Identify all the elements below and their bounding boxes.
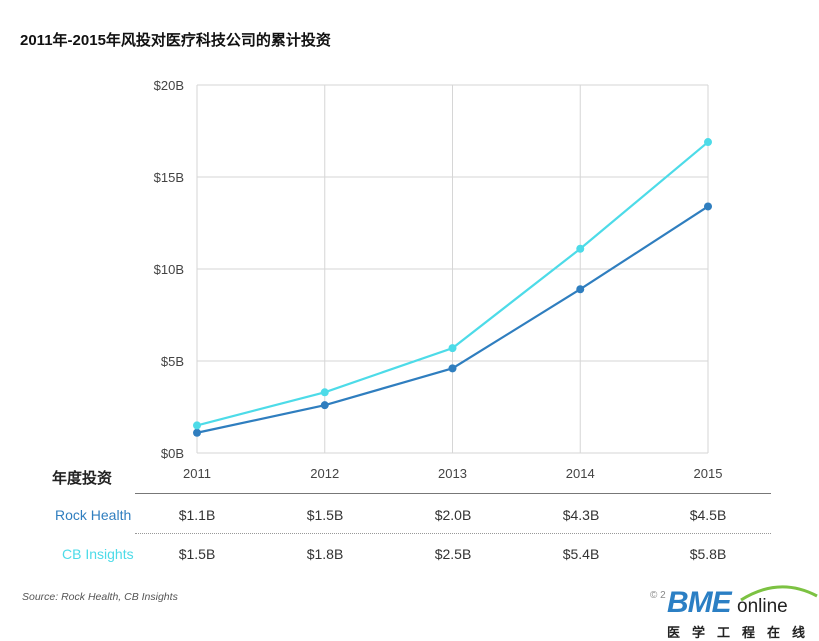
x-tick-label: 2011 <box>183 466 211 481</box>
copyright-text: © 2 <box>650 590 666 601</box>
table-row-divider <box>135 533 771 534</box>
data-point-cb-insights <box>448 344 457 353</box>
logo-arc-icon <box>740 585 818 602</box>
table-cell: $1.1B <box>178 507 216 523</box>
table-cell: $4.3B <box>562 507 600 523</box>
data-point-cb-insights <box>320 388 329 397</box>
data-point-rock-health <box>704 202 712 211</box>
table-cell: $2.0B <box>434 507 472 523</box>
table-cell: $4.5B <box>689 507 727 523</box>
source-note: Source: Rock Health, CB Insights <box>22 591 178 603</box>
bme-online-logo: BME online 医学工程在线 <box>667 585 818 640</box>
data-point-rock-health <box>320 401 329 410</box>
table-cell: $5.8B <box>689 546 727 562</box>
table-cell: $5.4B <box>562 546 600 562</box>
row-label-rock-health: Rock Health <box>55 507 132 523</box>
chart-title: 2011年-2015年风投对医疗科技公司的累计投资 <box>20 32 331 49</box>
x-tick-label: 2014 <box>566 466 595 481</box>
y-tick-label: $0B <box>161 446 184 461</box>
data-point-cb-insights <box>704 138 712 147</box>
data-point-rock-health <box>576 285 585 294</box>
table-header: 年度投资 <box>52 470 113 487</box>
data-point-rock-health <box>193 428 201 437</box>
row-label-cb-insights: CB Insights <box>62 546 134 562</box>
logo-sub-text: online <box>737 596 788 617</box>
table-cell: $1.5B <box>178 546 216 562</box>
table-cell: $1.5B <box>306 507 344 523</box>
y-tick-label: $15B <box>154 170 184 185</box>
logo-cn-text: 医学工程在线 <box>667 625 818 640</box>
y-tick-label: $20B <box>154 78 184 93</box>
data-point-cb-insights <box>193 421 201 430</box>
data-point-cb-insights <box>576 244 585 253</box>
y-tick-label: $10B <box>154 262 184 277</box>
x-tick-label: 2013 <box>438 466 467 481</box>
table-divider <box>135 493 771 494</box>
y-tick-label: $5B <box>161 354 184 369</box>
line-chart: $0B $5B $10B $15B $20B 2011 2012 2013 2014 2015 <box>154 78 723 481</box>
logo-main-text: BME <box>667 586 732 619</box>
x-tick-label: 2012 <box>310 466 339 481</box>
data-point-rock-health <box>448 364 457 373</box>
x-tick-label: 2015 <box>694 466 723 481</box>
table-cell: $1.8B <box>306 546 344 562</box>
table-cell: $2.5B <box>434 546 472 562</box>
